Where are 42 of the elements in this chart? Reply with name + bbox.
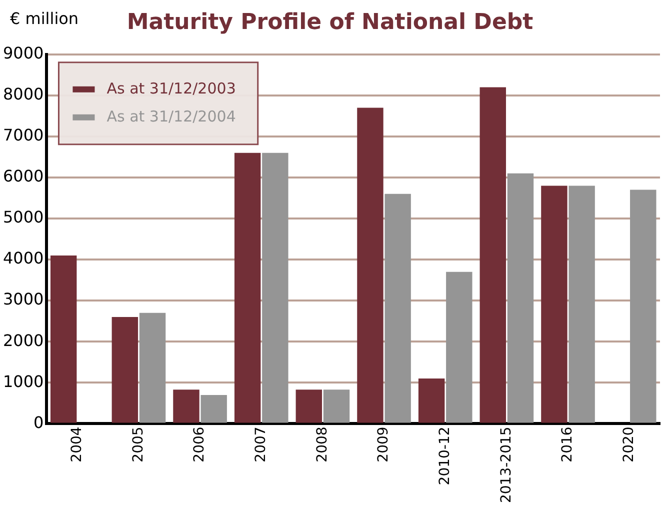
- y-tick-label: 0: [34, 412, 44, 432]
- legend-label: As at 31/12/2003: [106, 79, 236, 98]
- y-tick-label: 2000: [3, 330, 44, 350]
- bar: [568, 186, 595, 423]
- bar: [262, 152, 288, 423]
- bar: [173, 390, 200, 423]
- bar: [541, 186, 568, 423]
- chart-title: Maturity Profile of National Debt: [126, 10, 534, 35]
- x-tick-label: 2010-12: [436, 426, 453, 486]
- bar: [357, 108, 384, 423]
- x-tick-label: 2009: [376, 426, 392, 462]
- legend-label: As at 31/12/2004: [106, 107, 236, 126]
- bar: [418, 378, 445, 423]
- y-tick-label: 5000: [3, 208, 44, 227]
- y-tick-label: 7000: [3, 126, 44, 145]
- bar: [446, 272, 472, 423]
- bar: [480, 87, 506, 423]
- y-tick-label: 1000: [3, 372, 44, 391]
- y-tick-label: 9000: [3, 44, 44, 63]
- x-tick-label: 2013-2015: [498, 426, 514, 504]
- y-tick-label: 6000: [3, 166, 44, 186]
- bar: [200, 394, 227, 423]
- x-tick-label: 2007: [253, 426, 270, 462]
- bar: [296, 390, 322, 423]
- x-tick-label: 2008: [314, 426, 330, 462]
- x-tick-label: 2006: [192, 426, 208, 462]
- x-tick-label: 2004: [69, 426, 86, 462]
- bar: [234, 152, 261, 423]
- bar: [630, 190, 656, 423]
- y-tick-label: 8000: [3, 84, 44, 104]
- bar: [112, 317, 138, 423]
- bar: [139, 312, 166, 423]
- y-axis-title: € million: [10, 9, 79, 28]
- x-tick-label: 2005: [130, 426, 146, 462]
- y-tick-label: 3000: [3, 290, 44, 309]
- y-tick-label: 4000: [3, 248, 44, 268]
- bar: [323, 390, 350, 423]
- x-tick-label: 2020: [620, 426, 637, 462]
- bar: [507, 173, 534, 423]
- bar: [50, 255, 77, 423]
- bar: [384, 194, 411, 423]
- x-tick-label: 2016: [560, 426, 576, 462]
